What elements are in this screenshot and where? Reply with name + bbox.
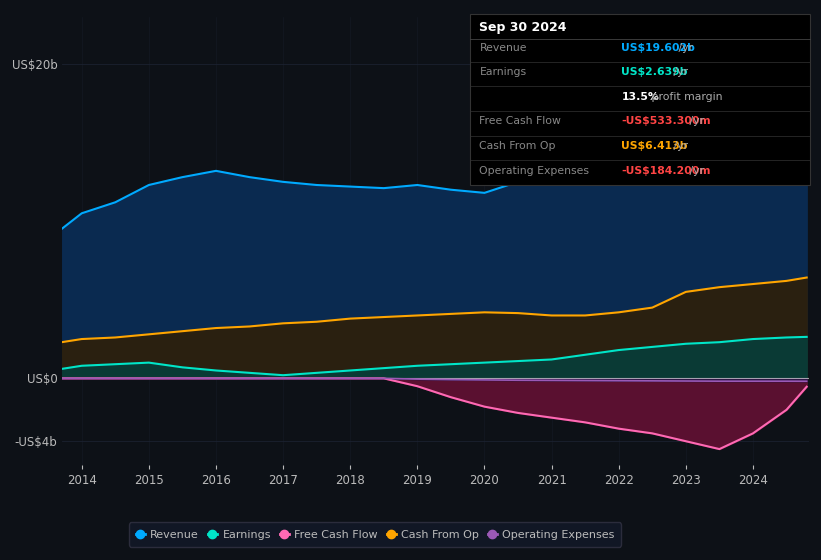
Text: US$6.413b: US$6.413b xyxy=(621,141,688,151)
Text: Revenue: Revenue xyxy=(479,43,527,53)
Text: /yr: /yr xyxy=(686,166,704,176)
Text: /yr: /yr xyxy=(675,43,693,53)
Text: Cash From Op: Cash From Op xyxy=(479,141,556,151)
Text: /yr: /yr xyxy=(686,116,704,127)
Text: Free Cash Flow: Free Cash Flow xyxy=(479,116,562,127)
Text: 13.5%: 13.5% xyxy=(621,92,659,102)
Text: -US$533.300m: -US$533.300m xyxy=(621,116,711,127)
Text: -US$184.200m: -US$184.200m xyxy=(621,166,711,176)
Text: /yr: /yr xyxy=(669,67,687,77)
Text: US$19.602b: US$19.602b xyxy=(621,43,695,53)
Text: US$2.639b: US$2.639b xyxy=(621,67,688,77)
Text: Operating Expenses: Operating Expenses xyxy=(479,166,589,176)
Text: Earnings: Earnings xyxy=(479,67,526,77)
Text: Sep 30 2024: Sep 30 2024 xyxy=(479,21,567,34)
Legend: Revenue, Earnings, Free Cash Flow, Cash From Op, Operating Expenses: Revenue, Earnings, Free Cash Flow, Cash … xyxy=(129,522,621,547)
Text: /yr: /yr xyxy=(669,141,687,151)
Text: profit margin: profit margin xyxy=(648,92,722,102)
